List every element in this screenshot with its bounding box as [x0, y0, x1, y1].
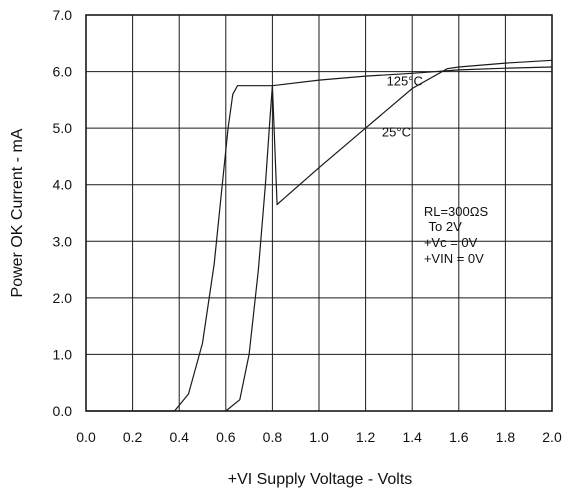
x-tick-label: 0.8 — [263, 429, 283, 445]
x-tick-label: 0.0 — [76, 429, 96, 445]
y-tick-label: 7.0 — [53, 7, 73, 23]
series-line-125-c — [86, 66, 553, 412]
annotation-label: To 2V — [429, 219, 463, 234]
y-tick-label: 0.0 — [53, 403, 73, 419]
y-tick-label: 6.0 — [53, 64, 73, 80]
x-tick-label: 0.4 — [169, 429, 189, 445]
annotation-label: RL=300ΩS — [424, 204, 489, 219]
y-axis-label: Power OK Current - mA — [9, 128, 26, 297]
y-tick-label: 5.0 — [53, 120, 73, 136]
x-tick-label: 2.0 — [542, 429, 562, 445]
y-tick-label: 2.0 — [53, 290, 73, 306]
x-axis-label: +VI Supply Voltage - Volts — [228, 471, 413, 488]
annotation-label: +Vc = 0V — [424, 235, 478, 250]
y-tick-label: 1.0 — [53, 346, 73, 362]
y-tick-label: 3.0 — [53, 233, 73, 249]
annotation-label: +VIN = 0V — [424, 251, 484, 266]
x-tick-label: 1.8 — [496, 429, 516, 445]
y-tick-labels: 0.0 1.0 2.0 3.0 4.0 5.0 6.0 7.0 — [53, 7, 73, 419]
series-lines — [86, 59, 553, 412]
x-tick-label: 1.0 — [309, 429, 329, 445]
annotation-label: 125°C — [387, 74, 423, 89]
x-tick-label: 1.2 — [356, 429, 376, 445]
x-tick-label: 1.4 — [402, 429, 422, 445]
plot-frame — [85, 14, 553, 412]
x-tick-label: 0.6 — [216, 429, 236, 445]
annotation-label: 25°C — [382, 125, 411, 140]
x-tick-label: 1.6 — [449, 429, 469, 445]
series-line-25-c — [225, 59, 553, 412]
x-tick-label: 0.2 — [123, 429, 143, 445]
x-tick-labels: 0.0 0.2 0.4 0.6 0.8 1.0 1.2 1.4 1.6 1.8 2.0 — [76, 429, 562, 445]
y-tick-label: 4.0 — [53, 177, 73, 193]
